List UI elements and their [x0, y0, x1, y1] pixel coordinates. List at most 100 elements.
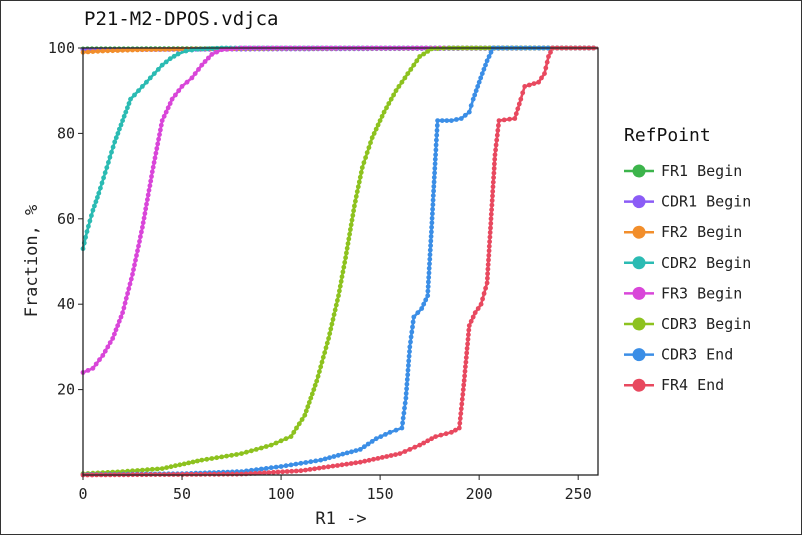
series-marker	[427, 261, 432, 267]
series-marker	[127, 281, 133, 287]
series-marker	[381, 109, 387, 115]
series-marker	[400, 415, 406, 421]
x-tick-label: 250	[565, 485, 592, 503]
series-marker	[107, 340, 113, 345]
series-marker	[344, 245, 350, 251]
series-marker	[186, 460, 192, 466]
series-line-cdr2-begin	[81, 46, 598, 249]
series-marker	[221, 471, 226, 477]
series-marker	[302, 412, 308, 418]
series-marker	[406, 353, 412, 359]
series-marker	[421, 440, 427, 446]
series-marker	[458, 116, 464, 121]
series-marker	[303, 467, 308, 473]
series-marker	[125, 291, 130, 296]
series-marker	[355, 184, 361, 190]
series-marker	[335, 463, 340, 468]
series-marker	[478, 301, 484, 307]
series-marker	[293, 468, 299, 474]
series-marker	[434, 127, 440, 133]
series-marker	[361, 160, 367, 166]
legend-item-fr1-begin[interactable]: FR1 Begin	[624, 162, 742, 180]
series-marker	[444, 118, 450, 123]
series-marker	[90, 365, 96, 371]
series-marker	[168, 464, 174, 470]
series-marker	[472, 310, 478, 316]
legend-item-fr4-end[interactable]: FR4 End	[624, 376, 724, 394]
series-marker	[317, 369, 322, 374]
series-marker	[375, 122, 381, 128]
series-marker	[426, 275, 432, 280]
series-marker	[454, 117, 459, 122]
series-marker	[344, 250, 349, 256]
series-marker	[461, 382, 467, 388]
series-marker	[427, 252, 433, 258]
series-marker	[263, 466, 269, 471]
series-marker	[337, 288, 342, 294]
series-marker	[214, 49, 220, 55]
series-marker	[147, 183, 153, 189]
series-marker	[348, 227, 353, 232]
series-marker	[393, 88, 399, 94]
series-marker	[148, 178, 154, 184]
legend-item-cdr3-end[interactable]: CDR3 End	[624, 346, 733, 364]
series-marker	[339, 462, 345, 468]
legend-item-fr2-begin[interactable]: FR2 Begin	[624, 223, 742, 241]
series-marker	[403, 395, 409, 401]
series-marker	[348, 461, 354, 466]
series-marker	[339, 274, 345, 280]
series-marker	[205, 46, 210, 52]
series-marker	[405, 372, 411, 378]
series-marker	[501, 117, 507, 123]
series-marker	[125, 47, 130, 53]
series-marker	[322, 350, 328, 355]
series-marker	[296, 421, 302, 427]
series-marker	[189, 75, 195, 81]
series-marker	[149, 169, 155, 175]
series-marker	[137, 239, 142, 244]
legend-item-fr3-begin[interactable]: FR3 Begin	[624, 284, 742, 302]
series-marker	[141, 215, 147, 221]
series-marker	[147, 75, 153, 81]
series-marker	[365, 441, 371, 447]
series-marker	[311, 387, 317, 392]
series-marker	[487, 234, 493, 240]
series-marker	[145, 467, 150, 473]
series-marker	[476, 79, 482, 85]
series-marker	[136, 243, 141, 249]
x-axis-ticks: 0 50 100 150 200 250	[78, 475, 592, 503]
series-marker	[121, 113, 127, 119]
series-marker	[368, 140, 373, 146]
series-marker	[202, 471, 208, 477]
series-marker	[434, 123, 440, 128]
series-marker	[234, 452, 239, 457]
series-marker	[516, 101, 522, 107]
series-marker	[493, 142, 499, 148]
series-marker	[273, 464, 279, 470]
series-marker	[488, 49, 494, 55]
series-marker	[206, 55, 211, 61]
series-marker	[366, 457, 372, 463]
series-marker	[173, 92, 178, 98]
series-marker	[102, 170, 108, 176]
series-marker	[169, 96, 175, 102]
series-marker	[361, 444, 367, 450]
series-marker	[340, 269, 346, 275]
legend-item-cdr1-begin[interactable]: CDR1 Begin	[624, 193, 751, 211]
legend-item-cdr2-begin[interactable]: CDR2 Begin	[624, 254, 751, 272]
series-marker	[412, 444, 418, 450]
legend-item-cdr3-begin[interactable]: CDR3 Begin	[624, 315, 751, 333]
series-marker	[200, 46, 206, 52]
series-marker	[151, 71, 157, 76]
series-marker	[224, 453, 230, 459]
series-marker	[344, 450, 350, 456]
series-marker	[493, 147, 498, 153]
series-marker	[126, 286, 132, 292]
series-marker	[225, 471, 231, 477]
legend: FR1 Begin CDR1 Begin FR2 Begin CDR2 Begin FR…	[624, 162, 751, 394]
series-marker	[239, 451, 244, 456]
series-marker	[202, 59, 208, 64]
series-marker	[485, 271, 490, 277]
series-marker	[490, 179, 496, 185]
series-marker	[151, 160, 157, 165]
